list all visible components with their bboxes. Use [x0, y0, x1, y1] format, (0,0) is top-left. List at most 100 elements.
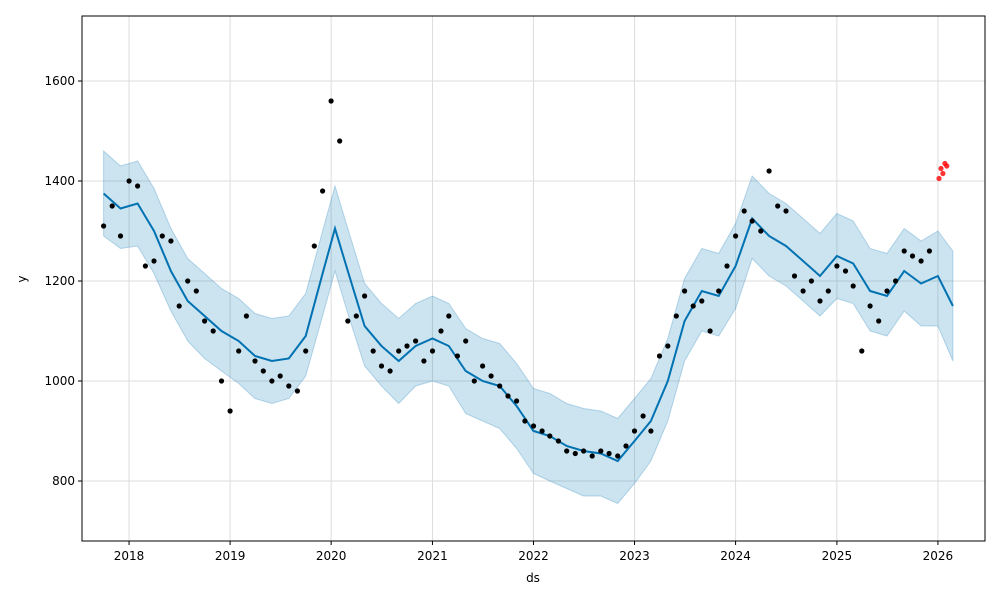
data-point	[791, 273, 798, 279]
y-tick-label: 800	[52, 474, 75, 488]
data-point	[413, 338, 419, 344]
data-point	[117, 233, 124, 239]
new-data-point	[944, 163, 950, 169]
data-point	[665, 343, 671, 349]
data-point	[589, 453, 595, 459]
data-point	[438, 328, 444, 334]
data-point	[176, 303, 182, 309]
data-point	[598, 448, 604, 454]
data-point	[311, 243, 317, 249]
data-point	[825, 288, 831, 294]
data-point	[362, 293, 368, 299]
data-point	[766, 168, 772, 174]
data-point	[135, 183, 141, 189]
data-point	[126, 178, 132, 184]
data-point	[277, 373, 283, 379]
data-point	[396, 348, 402, 354]
data-point	[320, 188, 326, 194]
data-point	[749, 218, 755, 224]
data-point	[539, 428, 545, 434]
data-point	[867, 303, 873, 309]
y-axis-ticks: 800 1000 1200 1400 1600	[44, 74, 82, 488]
data-point	[716, 288, 722, 294]
data-point	[168, 238, 174, 244]
data-point	[876, 318, 882, 324]
data-point	[446, 313, 452, 319]
new-points-layer	[936, 160, 950, 182]
data-point	[834, 263, 840, 269]
data-point	[884, 288, 890, 294]
x-axis-label: ds	[526, 571, 540, 585]
data-point	[210, 328, 216, 334]
data-point	[218, 378, 225, 384]
data-point	[404, 343, 410, 349]
data-point	[682, 288, 688, 294]
data-point	[724, 263, 730, 269]
data-point	[303, 348, 309, 354]
data-point	[463, 338, 469, 344]
data-point	[142, 263, 148, 269]
new-data-point	[936, 175, 942, 182]
data-point	[227, 408, 233, 414]
observed-points-layer	[101, 98, 933, 459]
data-point	[337, 138, 343, 144]
x-tick-label: 2025	[822, 549, 853, 563]
data-point	[623, 443, 629, 449]
data-point	[387, 368, 393, 374]
data-point	[606, 450, 612, 457]
data-point	[733, 233, 739, 239]
uncertainty-band	[103, 149, 954, 505]
y-tick-label: 1400	[44, 174, 75, 188]
data-point	[775, 203, 781, 209]
data-point	[615, 453, 621, 459]
data-point	[236, 348, 242, 354]
x-tick-label: 2023	[619, 549, 650, 563]
data-point	[673, 313, 679, 319]
x-tick-label: 2019	[215, 549, 246, 563]
x-tick-label: 2022	[518, 549, 549, 563]
data-point	[378, 363, 385, 369]
data-point	[690, 303, 696, 309]
data-point	[109, 203, 115, 209]
data-point	[505, 393, 511, 399]
data-point	[353, 313, 359, 319]
data-point	[429, 348, 436, 354]
data-point	[101, 223, 107, 229]
data-point	[842, 268, 849, 274]
data-point	[252, 358, 258, 364]
x-tick-label: 2020	[316, 549, 347, 563]
data-point	[555, 438, 562, 444]
data-point	[480, 363, 486, 369]
data-point	[926, 248, 933, 254]
data-point	[269, 378, 275, 384]
uncertainty-band-layer	[103, 149, 954, 505]
data-point	[530, 423, 537, 429]
data-point	[707, 328, 713, 334]
data-point	[859, 348, 865, 354]
data-point	[202, 318, 208, 324]
new-data-point	[938, 165, 944, 172]
x-tick-label: 2024	[720, 549, 751, 563]
x-tick-label: 2026	[923, 549, 954, 563]
data-point	[488, 373, 494, 379]
data-point	[817, 298, 823, 304]
data-point	[640, 413, 646, 419]
data-point	[564, 448, 570, 454]
data-point	[294, 388, 300, 394]
data-point	[547, 433, 553, 439]
data-point	[893, 278, 899, 284]
data-point	[454, 353, 460, 359]
data-point	[471, 378, 477, 384]
data-point	[345, 318, 351, 324]
data-point	[328, 98, 334, 104]
data-point	[758, 228, 764, 234]
data-point	[497, 383, 503, 389]
x-tick-label: 2021	[417, 549, 448, 563]
x-axis-ticks: 2018 2019 2020 2021 2022 2023 2024 2025 2026	[114, 541, 953, 563]
data-point	[572, 450, 578, 457]
y-axis-label: y	[15, 275, 29, 282]
data-point	[800, 288, 806, 294]
data-point	[151, 258, 157, 264]
data-point	[286, 383, 292, 389]
